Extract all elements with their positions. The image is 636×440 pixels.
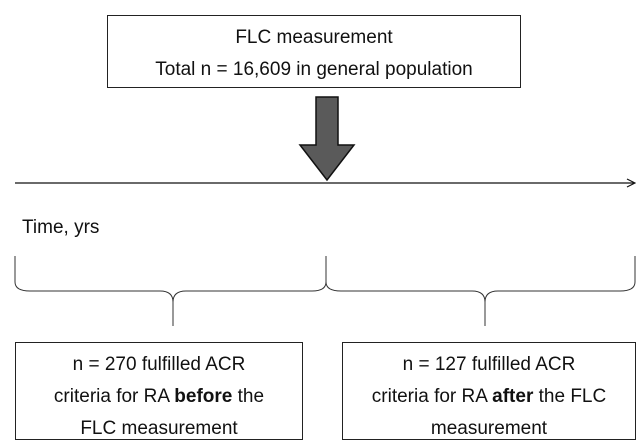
box-text-line: n = 127 fulfilled ACR (403, 354, 576, 375)
text-part: criteria for RA (54, 386, 170, 407)
text-part: n = 127 fulfilled ACR (403, 354, 576, 375)
text-part: Total n = 16,609 in general population (155, 59, 472, 80)
timeline-arrowhead (626, 178, 636, 188)
emphasis-text: after (492, 386, 534, 407)
group-box (15, 342, 303, 440)
box-text-line: measurement (431, 418, 548, 439)
down-arrow (298, 96, 356, 182)
left-brace (14, 256, 327, 326)
timeline-label: Time, yrs (22, 217, 99, 238)
box-text-line: FLC measurement (235, 27, 393, 48)
box-text-line: Total n = 16,609 in general population (155, 59, 472, 80)
text-part: criteria for RA (372, 386, 488, 407)
text-part: FLC measurement (80, 418, 238, 439)
box-text-line: criteria for RA before the (54, 386, 264, 407)
emphasis-text: before (174, 386, 232, 407)
right-brace (325, 256, 636, 326)
text-part: n = 270 fulfilled ACR (73, 354, 246, 375)
text-part: the FLC (539, 386, 607, 407)
box-text-line: criteria for RA after the FLC (372, 386, 606, 407)
text-part: FLC measurement (235, 27, 393, 48)
top-box (107, 15, 521, 88)
box-text-line: FLC measurement (80, 418, 238, 439)
box-text-line: n = 270 fulfilled ACR (73, 354, 246, 375)
text-part: measurement (431, 418, 548, 439)
text-part: the (238, 386, 264, 407)
group-box (342, 342, 636, 440)
